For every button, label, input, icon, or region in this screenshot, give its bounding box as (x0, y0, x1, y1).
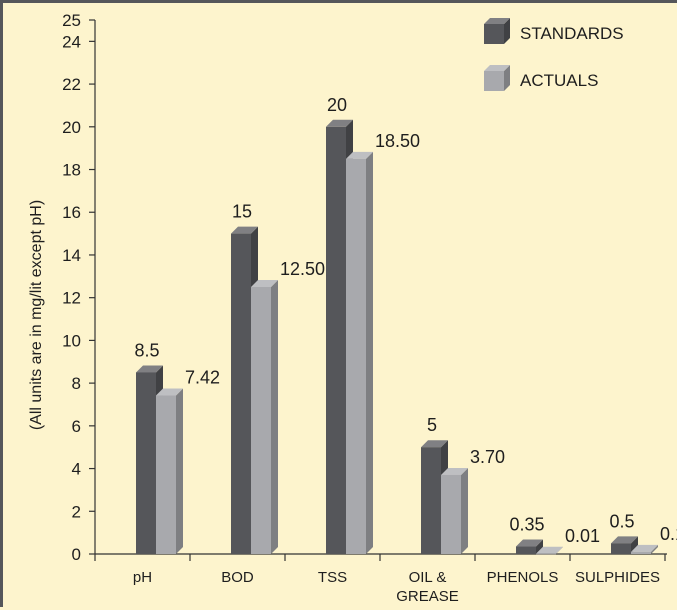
y-tick-label: 4 (72, 460, 81, 479)
standards-bar-top (421, 440, 448, 448)
actuals-bar-side (366, 151, 373, 554)
y-tick-label: 22 (62, 75, 81, 94)
standards-bar (421, 447, 441, 554)
y-tick-label: 20 (62, 118, 81, 137)
legend-label: STANDARDS (520, 24, 624, 43)
y-tick-label: 16 (62, 203, 81, 222)
x-tick-label: PHENOLS (487, 569, 559, 586)
legend-swatch-side (504, 18, 510, 44)
actuals-bar-side (651, 544, 658, 554)
legend-swatch (484, 24, 504, 44)
actuals-data-label: 0.01 (565, 526, 600, 546)
y-tick-label: 8 (72, 374, 81, 393)
standards-data-label: 8.5 (134, 340, 159, 360)
standards-data-label: 5 (427, 415, 437, 435)
standards-data-label: 15 (232, 202, 252, 222)
legend-swatch-top (484, 18, 510, 24)
y-tick-label: 0 (72, 545, 81, 564)
y-axis-title: (All units are in mg/lit except pH) (28, 200, 45, 430)
actuals-bar (631, 551, 651, 554)
standards-data-label: 0.5 (609, 511, 634, 531)
y-tick-label: 18 (62, 161, 81, 180)
actuals-bar-top (441, 467, 468, 475)
actuals-bar-side (556, 546, 563, 554)
y-tick-label: 10 (62, 331, 81, 350)
standards-bar (326, 126, 346, 555)
standards-bar (516, 546, 536, 554)
actuals-data-label: 0.10 (660, 524, 677, 544)
standards-bar (611, 543, 631, 554)
actuals-bar-side (176, 388, 183, 554)
actuals-data-label: 7.42 (185, 368, 220, 388)
x-tick-label: SULPHIDES (575, 569, 660, 586)
legend-swatch-side (504, 65, 510, 91)
actuals-bar (536, 553, 556, 555)
standards-bar-top (231, 226, 258, 234)
legend-swatch (484, 71, 504, 91)
standards-bar (231, 233, 251, 554)
actuals-data-label: 3.70 (470, 447, 505, 467)
actuals-bar (156, 395, 176, 554)
standards-bar-top (516, 539, 543, 547)
actuals-bar-side (271, 280, 278, 554)
standards-data-label: 20 (327, 95, 347, 115)
standards-bar (136, 372, 156, 554)
y-tick-label: 2 (72, 502, 81, 521)
x-tick-label: pH (133, 569, 152, 586)
standards-data-label: 0.35 (509, 515, 544, 535)
actuals-bar (441, 474, 461, 554)
legend-swatch-top (484, 65, 510, 71)
y-tick-label: 12 (62, 289, 81, 308)
standards-bar-top (611, 536, 638, 544)
standards-bar-side (536, 539, 543, 554)
actuals-bar-top (631, 544, 658, 552)
actuals-bar-top (251, 280, 278, 287)
actuals-bar (346, 158, 366, 554)
actuals-bar-top (156, 388, 183, 396)
y-tick-label: 14 (62, 246, 81, 265)
actuals-bar-top (536, 546, 563, 554)
standards-bar-top (326, 119, 353, 127)
y-tick-label: 25 (62, 11, 81, 30)
actuals-data-label: 18.50 (375, 131, 420, 151)
x-tick-label: BOD (221, 569, 254, 586)
actuals-data-label: 12.50 (280, 259, 325, 279)
x-tick-label: OIL & GREASE (396, 569, 459, 605)
standards-bar-side (631, 536, 638, 554)
actuals-bar-side (461, 467, 468, 554)
y-tick-label: 6 (72, 417, 81, 436)
actuals-bar-top (346, 151, 373, 159)
actuals-bar (251, 287, 271, 554)
y-tick-label: 24 (62, 32, 81, 51)
x-tick-label: TSS (318, 569, 347, 586)
standards-bar-top (136, 365, 163, 373)
legend-label: ACTUALS (520, 71, 598, 90)
